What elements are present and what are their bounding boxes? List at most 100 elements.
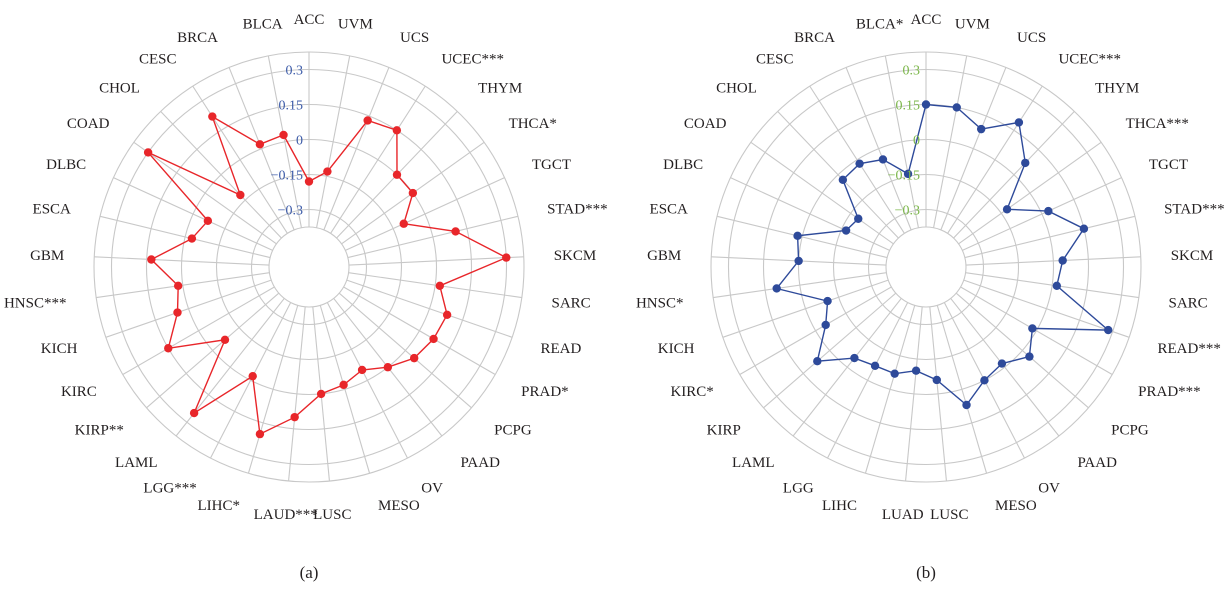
- data-point-pcpg: [409, 353, 419, 363]
- category-label-paad: PAAD: [460, 455, 500, 471]
- category-label-prad: PRAD***: [1138, 384, 1201, 400]
- category-label-brca: BRCA: [177, 30, 218, 46]
- data-point-hnsc: [772, 284, 781, 293]
- data-point-ov: [980, 376, 989, 385]
- data-point-kirc: [164, 344, 173, 353]
- category-label-lusc: LUSC: [930, 507, 968, 523]
- data-point-cesc: [208, 112, 217, 121]
- category-label-dlbc: DLBC: [663, 157, 703, 173]
- data-point-kirc: [821, 320, 830, 330]
- grid-spoke: [730, 177, 890, 251]
- grid-spoke: [905, 306, 923, 482]
- data-point-uvm: [323, 167, 332, 176]
- radial-tick-label: −0.15: [888, 169, 920, 184]
- data-point-gbm: [147, 255, 156, 264]
- category-label-kirc: KIRC*: [670, 384, 713, 400]
- grid-spoke: [955, 292, 1089, 409]
- data-point-prad: [1028, 324, 1037, 333]
- category-label-kirp: KIRP: [707, 422, 741, 438]
- radar-chart-a: 0.3 0.15 0 −0.15 −0.3 ACC UVM UCS UCEC*** THYM THC…: [4, 12, 608, 582]
- category-label-luad: LUAD: [882, 507, 924, 523]
- grid-spoke: [326, 302, 409, 459]
- radial-tick-label: −0.15: [271, 169, 303, 184]
- grid-spoke: [122, 286, 275, 375]
- grid-spoke: [99, 215, 271, 259]
- data-point-ucec: [1014, 118, 1024, 127]
- grid-spoke: [319, 305, 371, 474]
- category-label-esca: ESCA: [33, 202, 72, 218]
- data-point-coad: [854, 214, 863, 223]
- category-label-blca: BLCA*: [856, 16, 904, 32]
- grid-spoke: [962, 177, 1122, 251]
- category-label-kich: KICH: [41, 341, 78, 357]
- grid-spoke: [228, 67, 295, 231]
- grid-spoke: [323, 67, 390, 231]
- grid-spoke: [347, 215, 519, 259]
- grid-spoke: [105, 279, 272, 338]
- grid-spoke: [192, 85, 288, 234]
- category-label-ov: OV: [1038, 480, 1060, 496]
- category-label-lgg: LGG: [783, 480, 814, 496]
- category-label-laml: LAML: [115, 455, 158, 471]
- series-line: [147, 115, 508, 436]
- grid-spoke: [348, 256, 524, 266]
- category-label-meso: MESO: [995, 498, 1037, 514]
- data-point-esca: [187, 234, 197, 243]
- data-point-acc: [304, 177, 314, 186]
- grid-spoke: [958, 141, 1102, 245]
- grid-spoke: [965, 272, 1139, 299]
- category-label-chol: CHOL: [99, 81, 140, 97]
- category-label-uvm: UVM: [338, 16, 373, 32]
- grid-ring: [268, 226, 350, 308]
- radial-tick-label: −0.3: [278, 204, 303, 219]
- category-label-gbm: GBM: [30, 248, 64, 264]
- data-point-cesc: [855, 159, 864, 168]
- data-point-tgct: [399, 219, 408, 228]
- grid-spoke: [722, 279, 889, 338]
- grid-spoke: [950, 298, 1060, 437]
- radial-tick-label: 0: [296, 134, 303, 149]
- grid-spoke: [964, 215, 1136, 259]
- radial-tick-label: 0.15: [896, 99, 921, 114]
- grid-spoke: [864, 305, 916, 474]
- grid-spoke: [316, 55, 351, 228]
- grid-spoke: [750, 141, 894, 245]
- grid-spoke: [763, 292, 897, 409]
- category-label-sarc: SARC: [552, 295, 591, 311]
- category-label-skcm: SKCM: [1171, 248, 1214, 264]
- category-label-brca: BRCA: [794, 30, 835, 46]
- data-point-tgct: [1044, 206, 1053, 216]
- grid-ring: [885, 226, 967, 308]
- category-label-laml: LAML: [732, 455, 775, 471]
- data-point-thca: [408, 188, 418, 198]
- category-label-ov: OV: [421, 480, 443, 496]
- radar-chart-b: 0.3 0.15 0 −0.15 −0.3 ACC UVM UCS UCEC*** THYM THC…: [636, 12, 1225, 582]
- category-label-read: READ***: [1158, 341, 1221, 357]
- category-label-kich: KICH: [658, 341, 695, 357]
- panel-label: (a): [300, 563, 319, 582]
- data-point-skcm: [502, 253, 511, 262]
- data-point-thym: [392, 170, 402, 179]
- data-point-esca: [793, 231, 802, 241]
- data-point-gbm: [794, 256, 803, 266]
- grid-spoke: [929, 306, 947, 482]
- data-point-paad: [383, 363, 393, 372]
- data-point-ucs: [363, 116, 372, 125]
- data-point-prad: [429, 334, 438, 344]
- radial-tick-label: 0.3: [903, 64, 921, 79]
- category-label-lihc: LIHC*: [197, 498, 240, 514]
- category-label-sarc: SARC: [1169, 295, 1208, 311]
- category-label-coad: COAD: [67, 116, 110, 132]
- data-point-lgg: [870, 361, 880, 371]
- data-point-blca: [279, 130, 288, 140]
- grid-spoke: [845, 67, 912, 231]
- category-label-ucec: UCEC***: [441, 51, 504, 67]
- data-point-chol: [236, 190, 245, 200]
- data-point-kirp: [220, 335, 230, 344]
- category-label-chol: CHOL: [716, 81, 757, 97]
- category-label-cesc: CESC: [139, 51, 177, 67]
- radial-tick-label: 0: [913, 134, 920, 149]
- category-label-acc: ACC: [911, 12, 942, 28]
- data-point-chol: [838, 175, 848, 184]
